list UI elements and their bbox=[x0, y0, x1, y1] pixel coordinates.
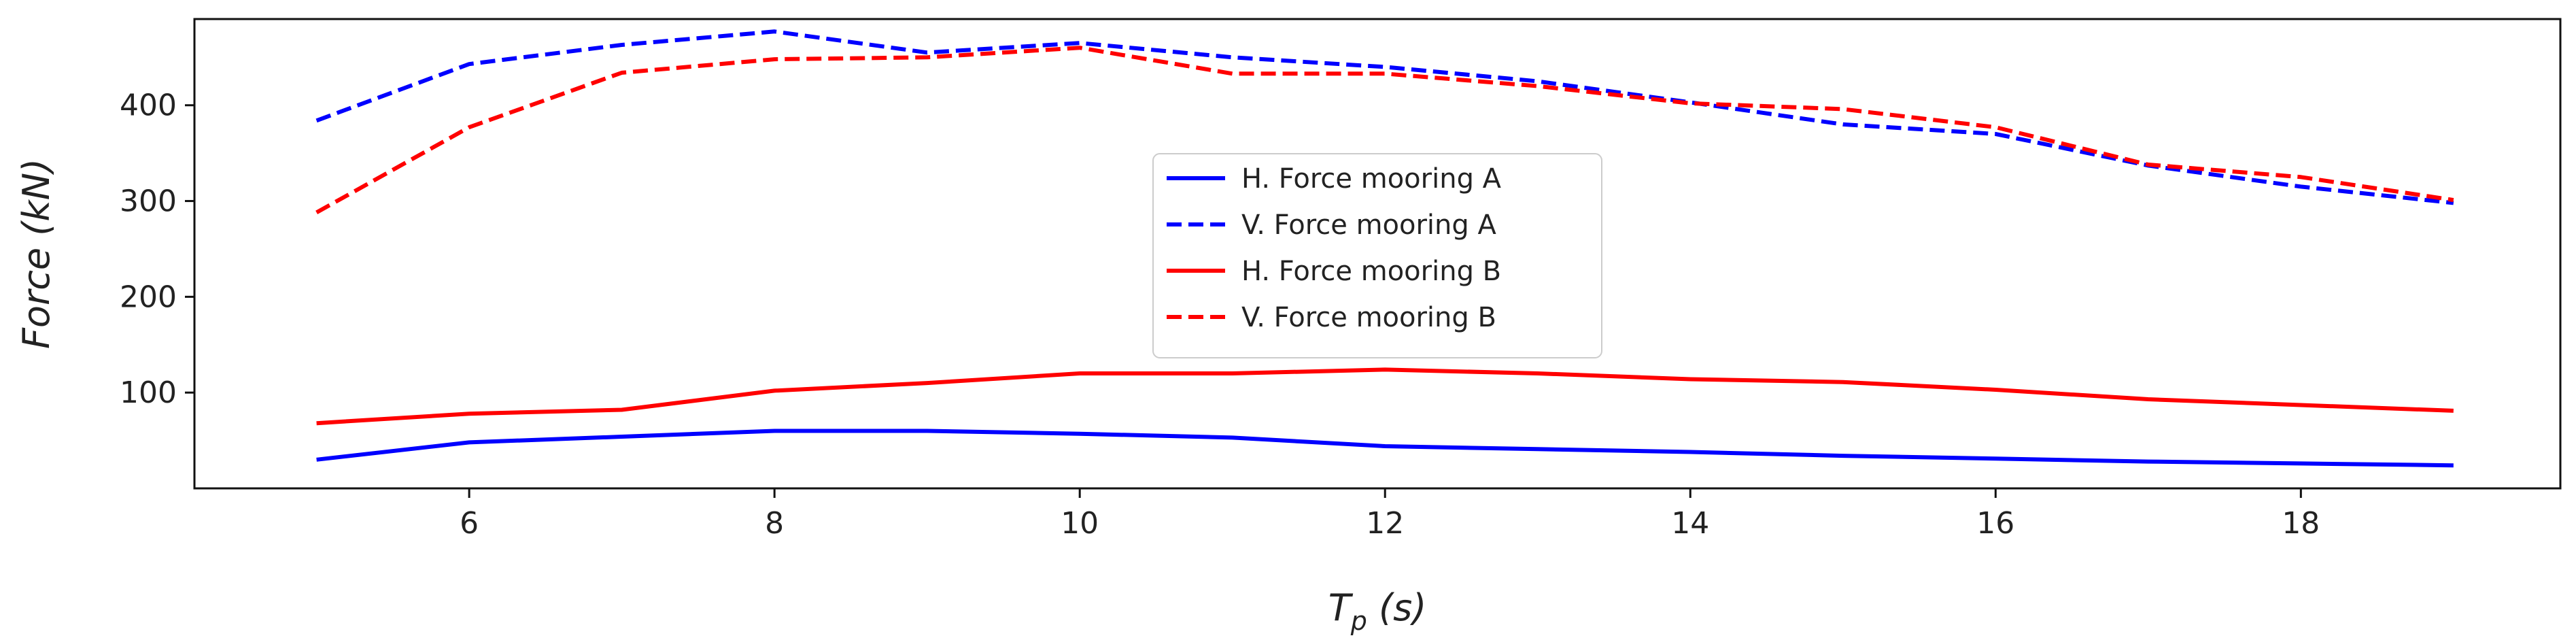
y-axis-ticks: 100 200 300 400 bbox=[120, 88, 194, 410]
x-tick-label: 10 bbox=[1061, 506, 1099, 541]
legend-label-2: V. Force mooring A bbox=[1241, 209, 1497, 241]
x-tick-label: 8 bbox=[765, 506, 784, 541]
y-tick-label: 100 bbox=[120, 375, 177, 410]
series-layer bbox=[315, 29, 2454, 468]
legend-label-1: H. Force mooring A bbox=[1241, 163, 1502, 195]
x-tick-label: 14 bbox=[1671, 506, 1709, 541]
series-line-1 bbox=[316, 429, 2454, 468]
legend: H. Force mooring A V. Force mooring A H. F… bbox=[1152, 153, 1602, 358]
plot-frame bbox=[193, 18, 2562, 490]
legend-box bbox=[1152, 153, 1602, 358]
x-axis-ticks: 6 8 10 12 14 16 18 bbox=[460, 488, 2320, 541]
y-axis-label: Force (kN) bbox=[15, 158, 58, 349]
series-line-3 bbox=[316, 367, 2454, 426]
x-tick-label: 18 bbox=[2282, 506, 2320, 541]
legend-label-3: H. Force mooring B bbox=[1241, 256, 1501, 287]
y-tick-label: 400 bbox=[120, 88, 177, 123]
x-axis-label: Tp (s) bbox=[1328, 586, 1427, 636]
x-tick-label: 16 bbox=[1976, 506, 2014, 541]
y-tick-label: 300 bbox=[120, 184, 177, 219]
x-tick-label: 6 bbox=[460, 506, 479, 541]
legend-label-4: V. Force mooring B bbox=[1241, 302, 1496, 333]
x-tick-label: 12 bbox=[1366, 506, 1404, 541]
y-tick-label: 200 bbox=[120, 280, 177, 314]
